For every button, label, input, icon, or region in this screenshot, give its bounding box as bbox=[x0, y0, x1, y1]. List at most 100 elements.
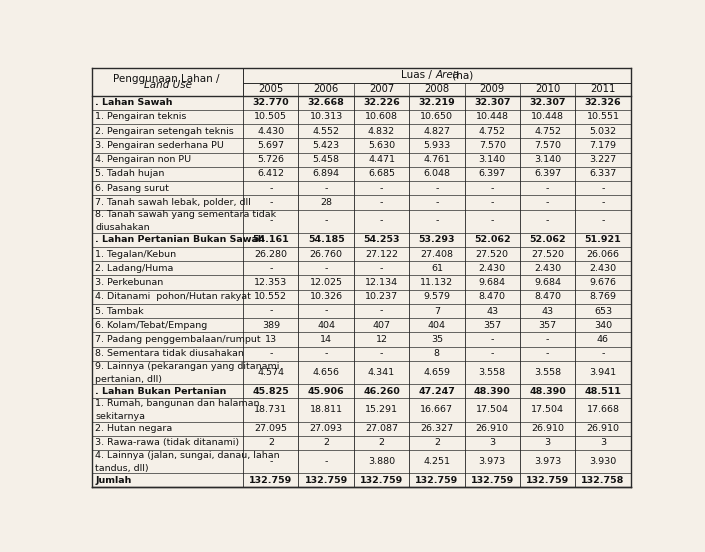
Text: 3.941: 3.941 bbox=[589, 368, 616, 377]
Text: Penggunaan Lahan /: Penggunaan Lahan / bbox=[113, 73, 223, 83]
Text: 17.668: 17.668 bbox=[587, 405, 620, 415]
Text: -: - bbox=[491, 335, 494, 344]
Text: 3. Rawa-rawa (tidak ditanami): 3. Rawa-rawa (tidak ditanami) bbox=[95, 438, 239, 447]
Text: 3: 3 bbox=[489, 438, 496, 447]
Text: 26.066: 26.066 bbox=[587, 250, 620, 258]
Text: 132.759: 132.759 bbox=[526, 476, 569, 485]
Text: 52.062: 52.062 bbox=[529, 235, 566, 245]
Text: 132.759: 132.759 bbox=[249, 476, 293, 485]
Text: 10.552: 10.552 bbox=[255, 293, 288, 301]
Text: -: - bbox=[601, 184, 605, 193]
Text: 12.134: 12.134 bbox=[365, 278, 398, 287]
Text: 8: 8 bbox=[434, 349, 440, 358]
Text: 4.752: 4.752 bbox=[479, 126, 505, 136]
Text: 32.326: 32.326 bbox=[584, 98, 621, 107]
Text: 26.327: 26.327 bbox=[420, 424, 453, 433]
Text: 43: 43 bbox=[486, 306, 498, 316]
Text: 16.667: 16.667 bbox=[420, 405, 453, 415]
Text: 2011: 2011 bbox=[590, 84, 615, 94]
Text: -: - bbox=[435, 184, 439, 193]
Text: 4. Ditanami  pohon/Hutan rakyat: 4. Ditanami pohon/Hutan rakyat bbox=[95, 293, 251, 301]
Text: -: - bbox=[546, 216, 549, 226]
Text: -: - bbox=[380, 306, 384, 316]
Text: 3.880: 3.880 bbox=[368, 457, 395, 466]
Text: 4.341: 4.341 bbox=[368, 368, 395, 377]
Text: 48.390: 48.390 bbox=[474, 387, 510, 396]
Text: 4.552: 4.552 bbox=[312, 126, 340, 136]
Text: 5.458: 5.458 bbox=[312, 155, 340, 164]
Text: -: - bbox=[546, 198, 549, 207]
Text: tandus, dll): tandus, dll) bbox=[95, 464, 149, 473]
Text: diusahakan: diusahakan bbox=[95, 223, 149, 232]
Text: 2006: 2006 bbox=[314, 84, 339, 94]
Text: sekitarnya: sekitarnya bbox=[95, 412, 145, 421]
Text: 404: 404 bbox=[428, 321, 446, 330]
Text: -: - bbox=[546, 335, 549, 344]
Text: pertanian, dll): pertanian, dll) bbox=[95, 374, 162, 384]
Text: 14: 14 bbox=[320, 335, 332, 344]
Text: 46.260: 46.260 bbox=[363, 387, 400, 396]
Text: 132.759: 132.759 bbox=[415, 476, 458, 485]
Text: 5.697: 5.697 bbox=[257, 141, 284, 150]
Text: 404: 404 bbox=[317, 321, 335, 330]
Text: -: - bbox=[324, 349, 328, 358]
Text: 13: 13 bbox=[265, 335, 277, 344]
Text: 18.731: 18.731 bbox=[255, 405, 288, 415]
Text: 653: 653 bbox=[594, 306, 612, 316]
Text: 2005: 2005 bbox=[258, 84, 283, 94]
Text: 3.227: 3.227 bbox=[589, 155, 616, 164]
Text: 5.032: 5.032 bbox=[589, 126, 616, 136]
Text: -: - bbox=[269, 457, 273, 466]
Text: 15.291: 15.291 bbox=[365, 405, 398, 415]
Text: 4.827: 4.827 bbox=[424, 126, 450, 136]
Text: -: - bbox=[324, 457, 328, 466]
Text: 27.093: 27.093 bbox=[309, 424, 343, 433]
Text: 54.161: 54.161 bbox=[252, 235, 289, 245]
Text: 12.353: 12.353 bbox=[255, 278, 288, 287]
Text: 3.558: 3.558 bbox=[479, 368, 505, 377]
Text: -: - bbox=[491, 349, 494, 358]
Text: 8.470: 8.470 bbox=[534, 293, 561, 301]
Text: 17.504: 17.504 bbox=[531, 405, 564, 415]
Text: 2: 2 bbox=[268, 438, 274, 447]
Text: 3.558: 3.558 bbox=[534, 368, 561, 377]
Text: 9.579: 9.579 bbox=[424, 293, 450, 301]
Text: 6.685: 6.685 bbox=[368, 169, 395, 178]
Text: -: - bbox=[491, 198, 494, 207]
Text: 340: 340 bbox=[594, 321, 612, 330]
Text: 12: 12 bbox=[376, 335, 388, 344]
Text: 7. Tanah sawah lebak, polder, dll: 7. Tanah sawah lebak, polder, dll bbox=[95, 198, 251, 207]
Text: -: - bbox=[324, 306, 328, 316]
Text: 4.832: 4.832 bbox=[368, 126, 395, 136]
Text: 28: 28 bbox=[320, 198, 332, 207]
Text: 3.973: 3.973 bbox=[534, 457, 561, 466]
Text: 389: 389 bbox=[262, 321, 280, 330]
Text: 4.752: 4.752 bbox=[534, 126, 561, 136]
Text: -: - bbox=[380, 264, 384, 273]
Text: -: - bbox=[269, 306, 273, 316]
Text: 2.430: 2.430 bbox=[479, 264, 505, 273]
Text: 2010: 2010 bbox=[535, 84, 560, 94]
Text: 4.656: 4.656 bbox=[312, 368, 340, 377]
Text: -: - bbox=[380, 216, 384, 226]
Text: -: - bbox=[380, 184, 384, 193]
Text: 2: 2 bbox=[434, 438, 440, 447]
Text: 32.307: 32.307 bbox=[474, 98, 510, 107]
Text: 5.933: 5.933 bbox=[423, 141, 450, 150]
Text: (ha): (ha) bbox=[449, 71, 474, 81]
Text: 54.185: 54.185 bbox=[308, 235, 345, 245]
Text: 6.337: 6.337 bbox=[589, 169, 617, 178]
Text: -: - bbox=[269, 264, 273, 273]
Text: 27.520: 27.520 bbox=[531, 250, 564, 258]
Text: 10.650: 10.650 bbox=[420, 113, 453, 121]
Text: -: - bbox=[380, 198, 384, 207]
Text: 2. Pengairan setengah teknis: 2. Pengairan setengah teknis bbox=[95, 126, 234, 136]
Text: 357: 357 bbox=[539, 321, 557, 330]
Text: 45.825: 45.825 bbox=[252, 387, 289, 396]
Text: 4. Lainnya (jalan, sungai, danau, lahan: 4. Lainnya (jalan, sungai, danau, lahan bbox=[95, 450, 280, 460]
Text: 3. Perkebunan: 3. Perkebunan bbox=[95, 278, 164, 287]
Text: 27.122: 27.122 bbox=[365, 250, 398, 258]
Text: 2: 2 bbox=[379, 438, 384, 447]
Text: 9. Lainnya (pekarangan yang ditanami: 9. Lainnya (pekarangan yang ditanami bbox=[95, 362, 279, 370]
Text: 2: 2 bbox=[323, 438, 329, 447]
